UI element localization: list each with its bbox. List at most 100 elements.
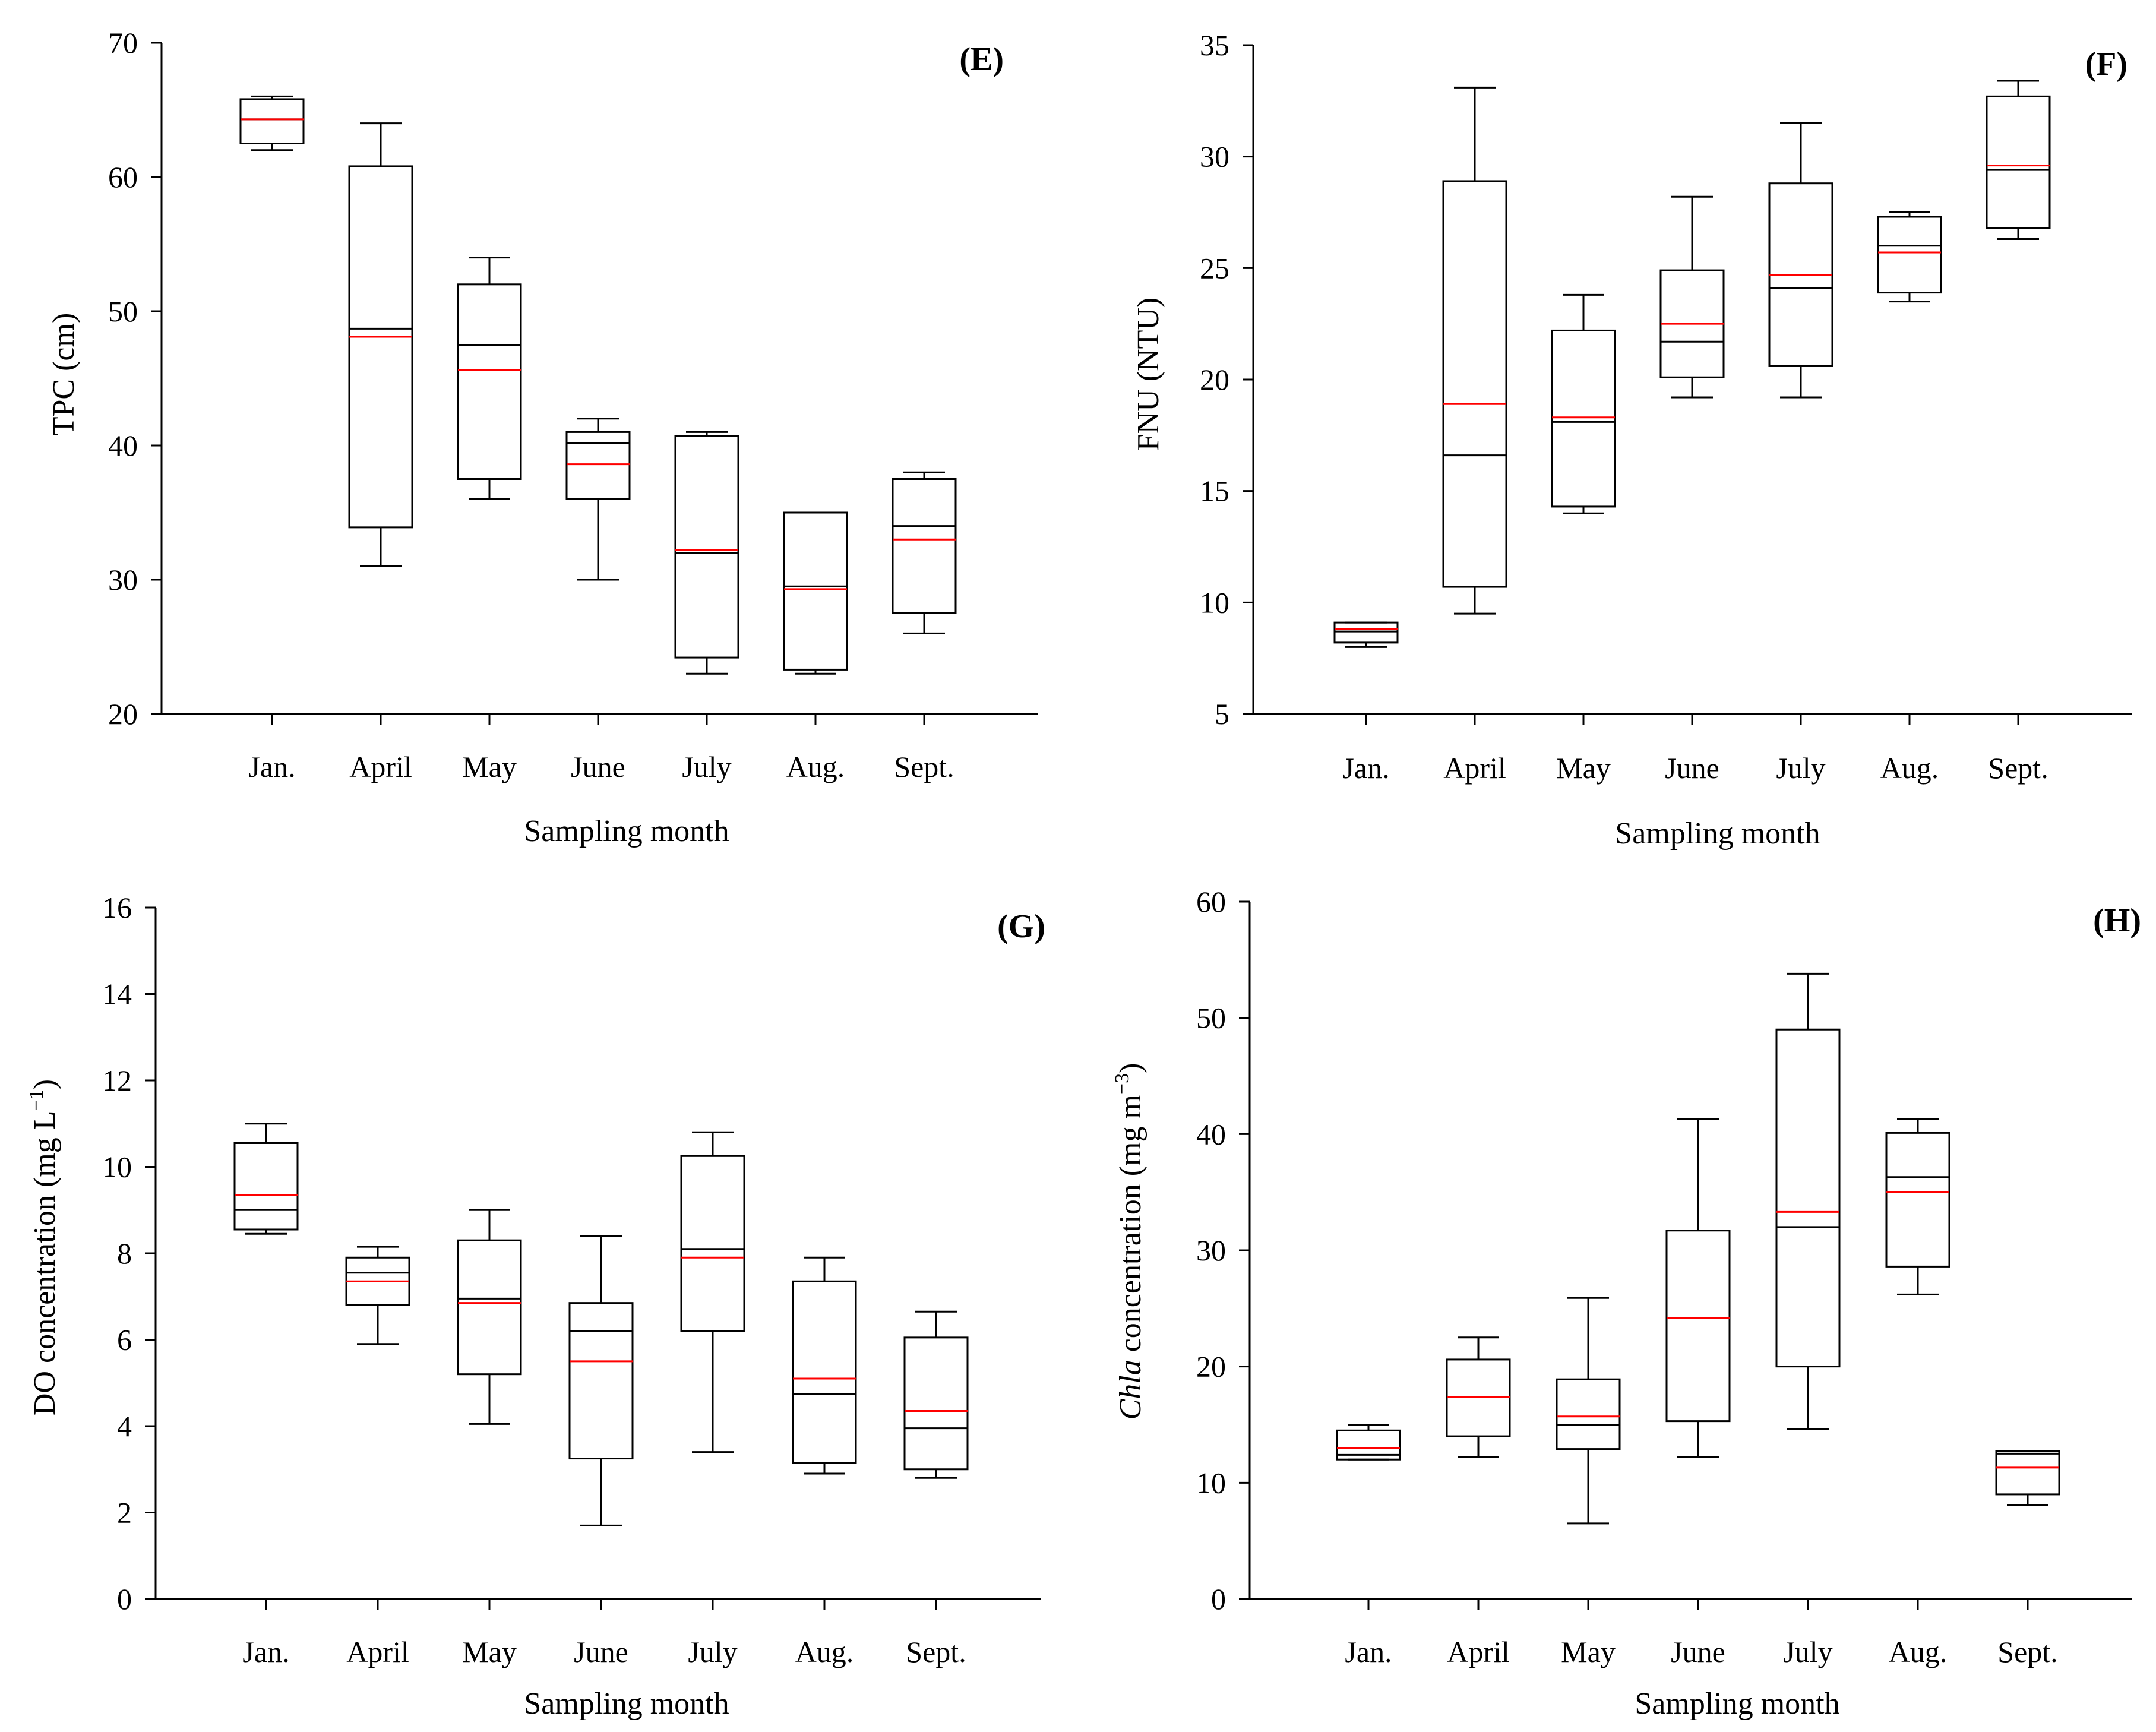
box-g-2: May: [457, 1209, 522, 1668]
iqr-box: [1446, 1358, 1511, 1437]
x-tick-label-h: Sept.: [1997, 1635, 2057, 1668]
iqr-box: [239, 98, 305, 144]
y-tick-label-g: 16: [102, 891, 132, 924]
y-tick-label-g: 2: [117, 1496, 132, 1529]
iqr-box: [1442, 180, 1507, 588]
box-g-3: June: [568, 1235, 634, 1668]
y-tick-label-f: 5: [1215, 697, 1229, 731]
y-tick-label-g: 14: [102, 978, 132, 1011]
panel-label-h: (H): [2093, 902, 2141, 939]
x-axis-title-h: Sampling month: [1635, 1687, 1839, 1721]
x-tick-label-g: Jan.: [242, 1635, 289, 1668]
chart-h: 0 10 20 30 40 50 60 Jan. April May June July Aug. Sep…: [1196, 885, 2132, 1668]
iqr-box: [680, 1155, 745, 1332]
x-axis-title-g: Sampling month: [524, 1687, 729, 1721]
y-tick-label-e: 40: [108, 429, 138, 462]
iqr-box: [674, 435, 739, 659]
y-axis-title-g-main: DO concentration (mg L: [28, 1111, 62, 1415]
x-tick-label-f: May: [1556, 751, 1611, 785]
iqr-box: [892, 478, 957, 614]
x-tick-label-h: Jan.: [1345, 1635, 1392, 1668]
iqr-box: [1556, 1378, 1621, 1450]
x-tick-label-f: Jan.: [1342, 751, 1389, 785]
box-e-5: Aug.: [783, 511, 848, 783]
box-f-1: April: [1442, 86, 1507, 785]
iqr-box: [568, 1302, 634, 1460]
box-f-5: Aug.: [1877, 211, 1942, 785]
chart-f: 5 10 15 20 25 30 35 Jan. April May June July Aug. Sep…: [1200, 29, 2132, 785]
y-axis-title-g-exponent: −1: [26, 1089, 48, 1111]
chart-e: 20 30 40 50 60 70 Jan. April May June July Aug. Sept…: [108, 26, 1038, 783]
panel-label-e: (E): [959, 41, 1004, 78]
box-h-0: Jan.: [1336, 1424, 1401, 1668]
panel-f: (F) FNU (NTU) Sampling month: [1131, 46, 2127, 851]
y-tick-label-g: 4: [117, 1409, 132, 1443]
x-tick-label-e: Sept.: [894, 750, 954, 783]
box-g-4: July: [680, 1131, 745, 1668]
y-axis-title-f: FNU (NTU): [1131, 298, 1165, 451]
box-h-5: Aug.: [1885, 1118, 1950, 1668]
y-tick-label-h: 60: [1196, 885, 1226, 918]
y-tick-label-h: 10: [1196, 1466, 1226, 1499]
y-tick-label-e: 70: [108, 26, 138, 59]
y-tick-label-f: 35: [1200, 29, 1229, 62]
box-e-6: Sept.: [892, 471, 957, 783]
iqr-box: [1551, 329, 1616, 508]
x-tick-label-g: May: [462, 1635, 517, 1668]
x-tick-label-e: May: [462, 750, 517, 783]
iqr-box: [792, 1280, 857, 1464]
x-tick-label-h: May: [1561, 1635, 1616, 1668]
x-tick-label-g: April: [346, 1635, 409, 1668]
x-tick-label-h: July: [1783, 1635, 1832, 1668]
box-f-0: Jan.: [1333, 621, 1399, 785]
x-tick-label-f: Aug.: [1880, 751, 1939, 785]
y-tick-label-e: 60: [108, 160, 138, 194]
box-g-0: Jan.: [233, 1123, 299, 1668]
y-axis-title-e: TPC (cm): [47, 313, 81, 436]
y-tick-label-h: 40: [1196, 1117, 1226, 1151]
box-e-0: Jan.: [239, 95, 305, 783]
iqr-box: [1995, 1450, 2060, 1496]
box-h-1: April: [1446, 1336, 1511, 1668]
x-tick-label-g: June: [574, 1635, 628, 1668]
box-e-3: June: [565, 418, 631, 783]
y-tick-label-g: 10: [102, 1151, 132, 1184]
panel-label-g: (G): [997, 908, 1045, 945]
iqr-box: [903, 1336, 969, 1471]
box-h-2: May: [1556, 1297, 1621, 1668]
box-h-6: Sept.: [1995, 1450, 2060, 1668]
x-tick-label-e: April: [349, 750, 412, 783]
iqr-box: [783, 511, 848, 671]
y-tick-label-f: 15: [1200, 475, 1229, 508]
iqr-box: [457, 1239, 522, 1376]
iqr-box: [1885, 1132, 1950, 1268]
x-tick-label-e: Aug.: [786, 750, 845, 783]
iqr-box: [457, 283, 522, 480]
y-tick-label-g: 12: [102, 1064, 132, 1097]
box-g-5: Aug.: [792, 1256, 857, 1668]
y-axis-title-h-exponent: −3: [1111, 1073, 1133, 1095]
y-axis-title-h-close: ): [1114, 1063, 1147, 1073]
y-tick-label-h: 50: [1196, 1001, 1226, 1035]
y-axis-title-g: DO concentration (mg L−1): [26, 1079, 62, 1415]
y-axis-title-h-italic: Chla: [1114, 1360, 1147, 1420]
box-g-6: Sept.: [903, 1310, 969, 1668]
box-e-4: July: [674, 431, 739, 783]
x-tick-label-h: Aug.: [1889, 1635, 1948, 1668]
iqr-box: [1986, 95, 2051, 229]
iqr-box: [1775, 1028, 1841, 1368]
chart-g: 0 2 4 6 8 10 12 14 16 Jan. April May June July Aug. Sep…: [102, 891, 1041, 1668]
box-e-2: May: [457, 257, 522, 783]
y-tick-label-f: 25: [1200, 251, 1229, 285]
x-tick-label-g: Aug.: [795, 1635, 854, 1668]
x-tick-label-h: June: [1671, 1635, 1725, 1668]
y-tick-label-h: 30: [1196, 1234, 1226, 1267]
box-f-2: May: [1551, 293, 1616, 785]
x-tick-label-g: Sept.: [906, 1635, 966, 1668]
x-tick-label-f: June: [1665, 751, 1719, 785]
x-axis-title-e: Sampling month: [524, 814, 729, 848]
panel-g: (G) DO concentration (mg L−1) Sampling m…: [26, 908, 1045, 1721]
y-axis-title-h-main: concentration (mg m: [1114, 1095, 1147, 1360]
x-tick-label-h: April: [1447, 1635, 1510, 1668]
iqr-box: [1877, 216, 1942, 294]
